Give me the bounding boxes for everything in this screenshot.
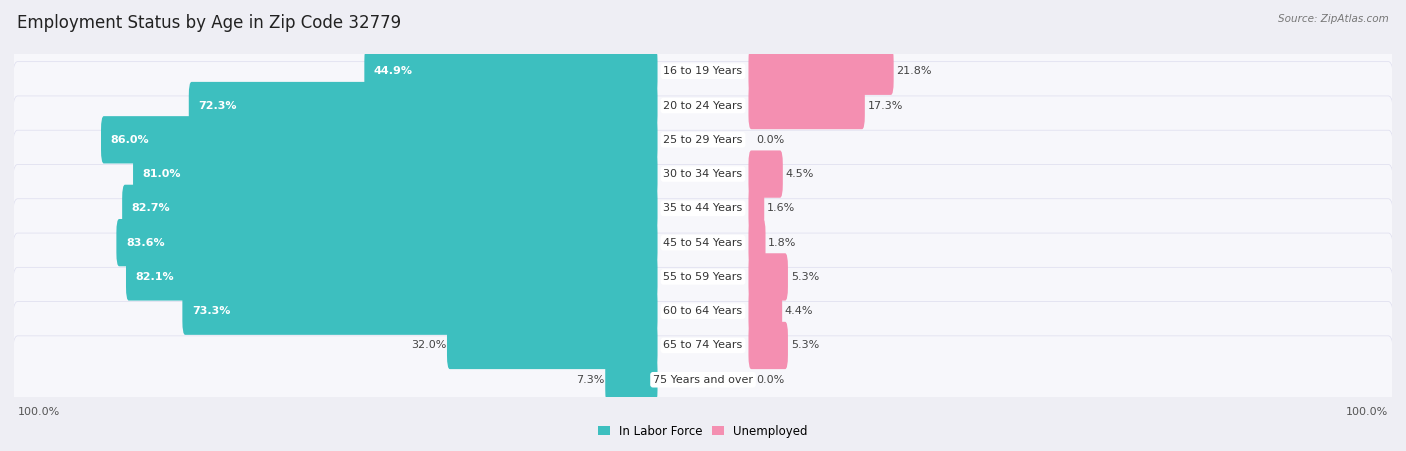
- FancyBboxPatch shape: [748, 82, 865, 129]
- Text: 1.6%: 1.6%: [768, 203, 796, 213]
- FancyBboxPatch shape: [364, 48, 658, 95]
- FancyBboxPatch shape: [13, 62, 1393, 149]
- Text: 72.3%: 72.3%: [198, 101, 238, 110]
- Text: Source: ZipAtlas.com: Source: ZipAtlas.com: [1278, 14, 1389, 23]
- FancyBboxPatch shape: [13, 302, 1393, 389]
- FancyBboxPatch shape: [13, 165, 1393, 252]
- FancyBboxPatch shape: [447, 322, 658, 369]
- FancyBboxPatch shape: [748, 253, 787, 300]
- Text: 16 to 19 Years: 16 to 19 Years: [664, 66, 742, 76]
- Text: 82.1%: 82.1%: [135, 272, 174, 282]
- Text: 30 to 34 Years: 30 to 34 Years: [664, 169, 742, 179]
- FancyBboxPatch shape: [188, 82, 658, 129]
- Text: 86.0%: 86.0%: [111, 135, 149, 145]
- Text: 17.3%: 17.3%: [868, 101, 903, 110]
- Text: 73.3%: 73.3%: [193, 306, 231, 316]
- FancyBboxPatch shape: [117, 219, 658, 266]
- Text: 32.0%: 32.0%: [411, 341, 446, 350]
- Text: 82.7%: 82.7%: [132, 203, 170, 213]
- Text: 0.0%: 0.0%: [756, 375, 785, 385]
- Text: 0.0%: 0.0%: [756, 135, 785, 145]
- Legend: In Labor Force, Unemployed: In Labor Force, Unemployed: [593, 420, 813, 442]
- FancyBboxPatch shape: [748, 185, 765, 232]
- FancyBboxPatch shape: [101, 116, 658, 163]
- FancyBboxPatch shape: [122, 185, 658, 232]
- Text: 60 to 64 Years: 60 to 64 Years: [664, 306, 742, 316]
- Text: 35 to 44 Years: 35 to 44 Years: [664, 203, 742, 213]
- Text: 4.4%: 4.4%: [785, 306, 814, 316]
- FancyBboxPatch shape: [748, 219, 765, 266]
- Text: 21.8%: 21.8%: [897, 66, 932, 76]
- Text: 25 to 29 Years: 25 to 29 Years: [664, 135, 742, 145]
- Text: 100.0%: 100.0%: [1347, 407, 1389, 417]
- FancyBboxPatch shape: [748, 288, 782, 335]
- Text: Employment Status by Age in Zip Code 32779: Employment Status by Age in Zip Code 327…: [17, 14, 401, 32]
- FancyBboxPatch shape: [13, 96, 1393, 184]
- Text: 45 to 54 Years: 45 to 54 Years: [664, 238, 742, 248]
- FancyBboxPatch shape: [13, 28, 1393, 115]
- FancyBboxPatch shape: [127, 253, 658, 300]
- FancyBboxPatch shape: [605, 356, 658, 403]
- FancyBboxPatch shape: [748, 48, 894, 95]
- FancyBboxPatch shape: [13, 336, 1393, 423]
- Text: 44.9%: 44.9%: [374, 66, 413, 76]
- Text: 65 to 74 Years: 65 to 74 Years: [664, 341, 742, 350]
- FancyBboxPatch shape: [748, 322, 787, 369]
- FancyBboxPatch shape: [13, 233, 1393, 321]
- Text: 100.0%: 100.0%: [17, 407, 59, 417]
- FancyBboxPatch shape: [13, 267, 1393, 355]
- Text: 7.3%: 7.3%: [576, 375, 605, 385]
- FancyBboxPatch shape: [13, 199, 1393, 286]
- FancyBboxPatch shape: [13, 130, 1393, 218]
- Text: 5.3%: 5.3%: [790, 272, 818, 282]
- Text: 1.8%: 1.8%: [768, 238, 797, 248]
- FancyBboxPatch shape: [134, 151, 658, 198]
- Text: 75 Years and over: 75 Years and over: [652, 375, 754, 385]
- Text: 4.5%: 4.5%: [786, 169, 814, 179]
- Text: 83.6%: 83.6%: [127, 238, 165, 248]
- Text: 55 to 59 Years: 55 to 59 Years: [664, 272, 742, 282]
- FancyBboxPatch shape: [183, 288, 658, 335]
- Text: 20 to 24 Years: 20 to 24 Years: [664, 101, 742, 110]
- FancyBboxPatch shape: [748, 151, 783, 198]
- Text: 5.3%: 5.3%: [790, 341, 818, 350]
- Text: 81.0%: 81.0%: [142, 169, 181, 179]
